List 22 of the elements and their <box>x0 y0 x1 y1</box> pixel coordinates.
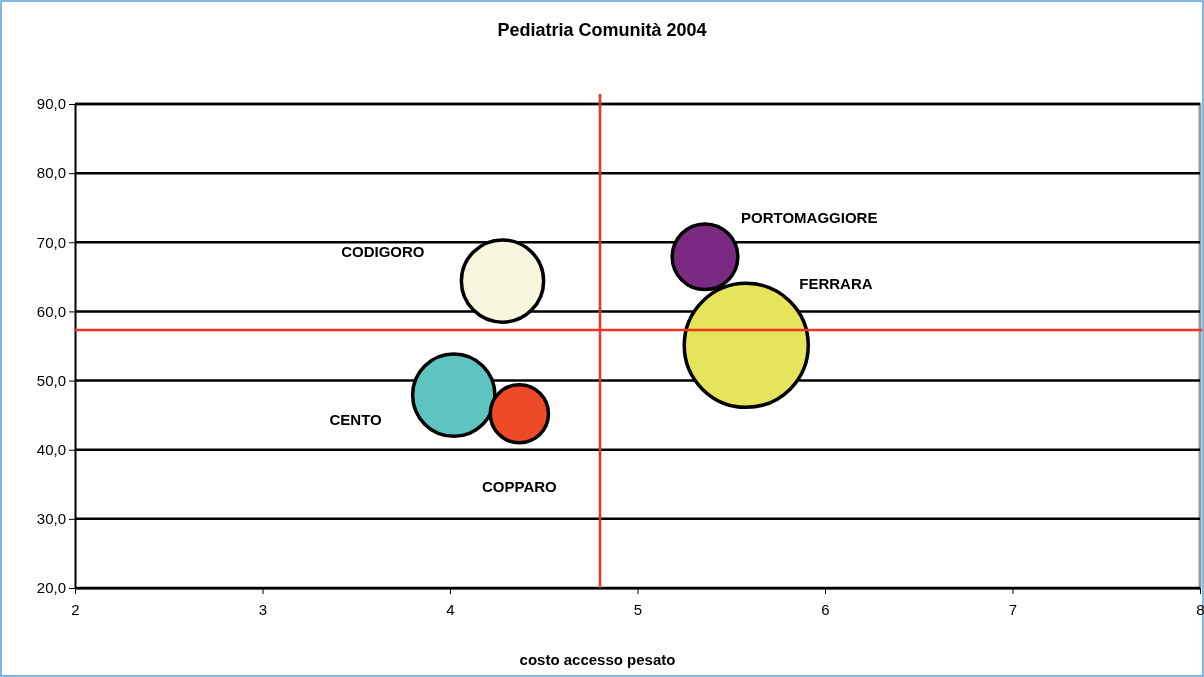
x-tick-label: 2 <box>71 601 80 618</box>
y-tick-label: 80,0 <box>36 164 66 182</box>
y-tick-label: 60,0 <box>36 302 66 320</box>
x-axis-title: costo accesso pesato <box>519 651 676 668</box>
x-tick-label: 6 <box>821 601 830 618</box>
series-label: PORTOMAGGIORE <box>741 208 878 226</box>
x-tick-label: 4 <box>446 601 455 618</box>
y-tick-label: 70,0 <box>36 233 66 251</box>
text: COPPARO <box>482 477 558 495</box>
x-tick-label: 7 <box>1008 601 1018 618</box>
text: CENTO <box>329 411 383 429</box>
x-tick-label: 5 <box>633 601 643 618</box>
y-tick-label: 20,0 <box>36 579 66 597</box>
chart-title: Pediatria Comunità 2004 <box>497 20 707 40</box>
y-tick-label: 90,0 <box>36 95 66 113</box>
x-tick-label: 8 <box>1196 601 1204 618</box>
x-tick-label: 3 <box>258 601 268 618</box>
y-tick-label: 50,0 <box>36 371 66 389</box>
y-tick-label: 40,0 <box>36 441 66 459</box>
y-tick-label: 30,0 <box>36 510 66 528</box>
text: CODIGORO <box>341 243 425 261</box>
series-label: FERRARA <box>799 275 873 293</box>
